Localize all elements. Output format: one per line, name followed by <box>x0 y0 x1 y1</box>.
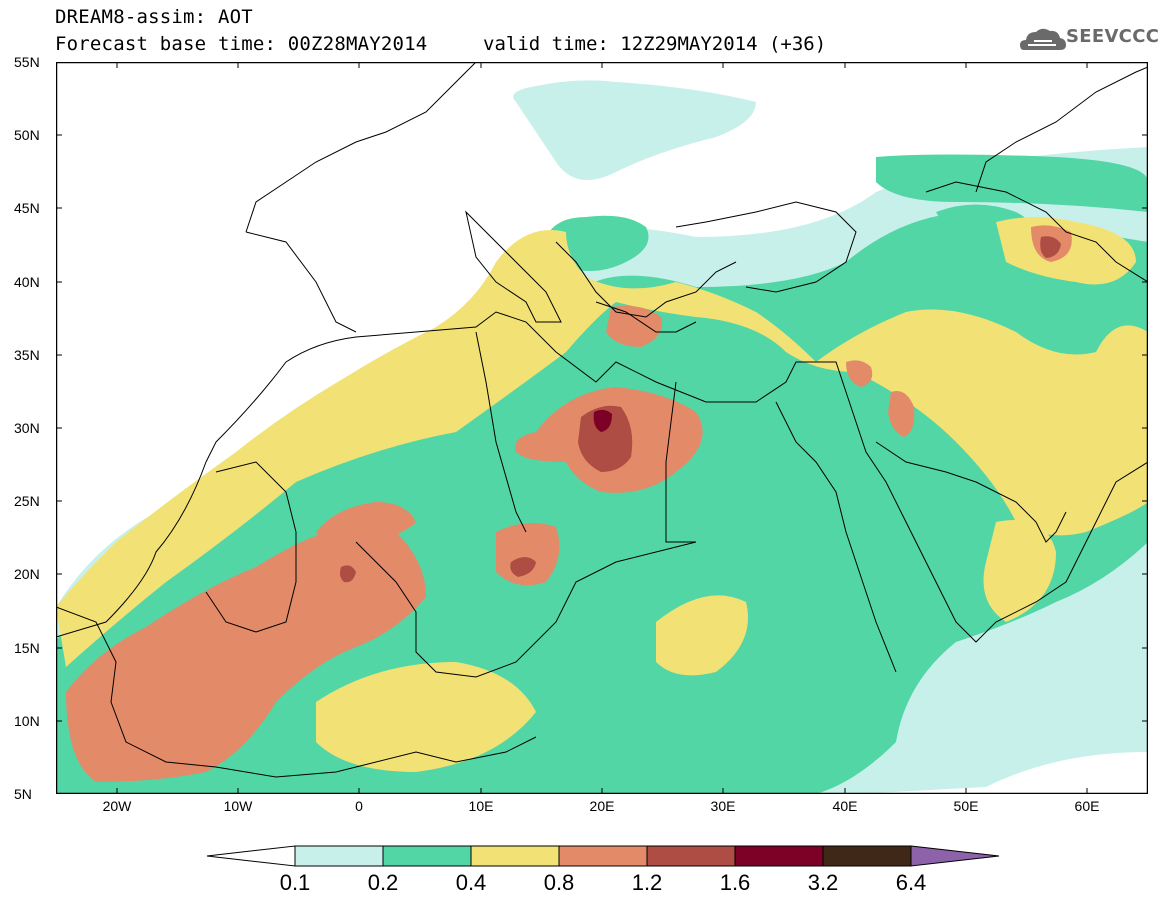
colorbar-label: 1.6 <box>719 870 751 895</box>
coastlines <box>56 62 1148 778</box>
colorbar-swatch <box>294 845 384 867</box>
colorbar-label: 0.4 <box>455 870 487 895</box>
lat-label: 35N <box>14 347 40 363</box>
colorbar-label: 0.8 <box>543 870 575 895</box>
aot-map <box>56 62 1148 794</box>
lat-label: 25N <box>14 493 40 509</box>
logo-text: SEEVCCC <box>1066 26 1160 47</box>
lat-label: 10N <box>14 713 40 729</box>
lat-label: 40N <box>14 274 40 290</box>
lat-label: 45N <box>14 200 40 216</box>
colorbar-label: 0.2 <box>367 870 399 895</box>
aot-band-0.4 <box>56 217 1148 772</box>
map-border <box>56 62 1148 794</box>
forecast-base-time: Forecast base time: 00Z28MAY2014 <box>55 33 428 55</box>
lon-label: 10W <box>223 798 253 814</box>
colorbar-swatch <box>382 845 472 867</box>
aot-band-1.2 <box>340 236 1061 583</box>
lat-label: 5N <box>14 786 32 802</box>
lon-label: 20W <box>102 798 132 814</box>
map-title: DREAM8-assim: AOT <box>55 6 253 28</box>
colorbar-arrow-high <box>910 845 1000 867</box>
colorbar-swatch <box>470 845 560 867</box>
colorbar-label: 3.2 <box>807 870 839 895</box>
colorbar-swatch <box>646 845 736 867</box>
colorbar-label: 1.2 <box>631 870 663 895</box>
lon-label: 30E <box>710 798 736 814</box>
lat-label: 20N <box>14 566 40 582</box>
colorbar-label: 0.1 <box>279 870 311 895</box>
lon-label: 50E <box>953 798 979 814</box>
colorbar <box>206 845 1000 867</box>
lon-label: 10E <box>468 798 494 814</box>
colorbar-swatch <box>558 845 648 867</box>
lon-label: 40E <box>832 798 858 814</box>
lat-label: 15N <box>14 640 40 656</box>
colorbar-arrow-low <box>206 845 296 867</box>
lon-label: 60E <box>1074 798 1100 814</box>
tick-marks <box>56 62 1148 794</box>
colorbar-label: 6.4 <box>895 870 927 895</box>
colorbar-swatch <box>734 845 824 867</box>
lat-label: 50N <box>14 127 40 143</box>
lat-label: 30N <box>14 420 40 436</box>
lat-label: 55N <box>14 54 40 70</box>
valid-time: valid time: 12Z29MAY2014 (+36) <box>483 33 827 55</box>
colorbar-swatch <box>822 845 912 867</box>
lon-label: 20E <box>589 798 615 814</box>
lon-label: 0 <box>355 798 363 814</box>
cloud-logo-icon <box>1020 28 1066 50</box>
aot-band-1.6 <box>593 409 612 432</box>
